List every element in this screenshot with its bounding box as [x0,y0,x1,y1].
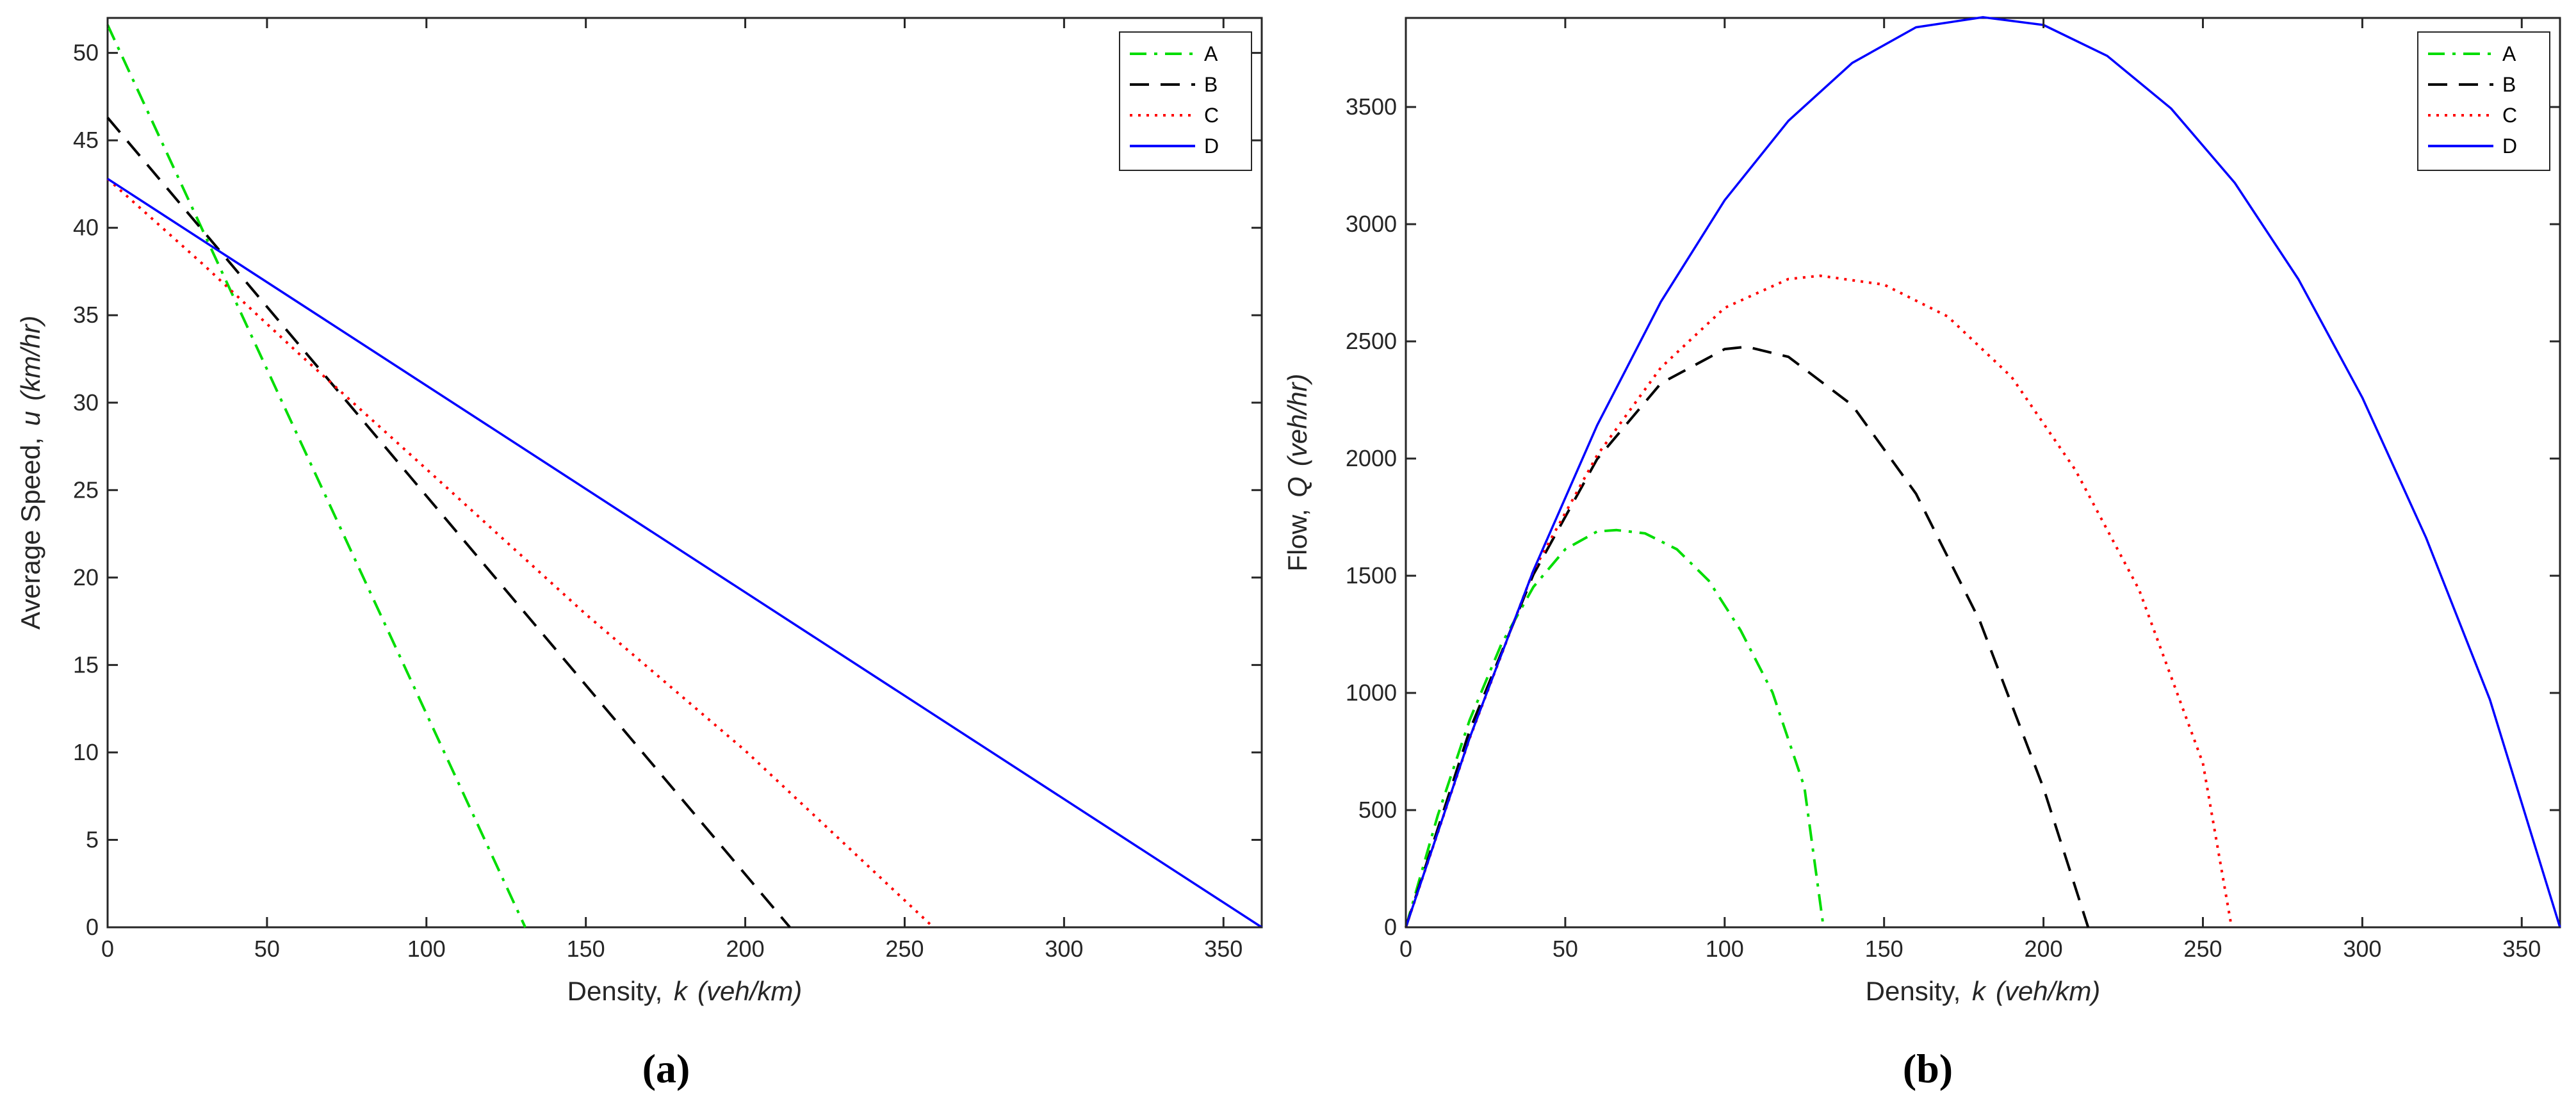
x-tick-label: 50 [1553,936,1578,962]
series-line-D [1405,16,2561,928]
x-tick-label: 200 [726,936,765,962]
x-tick-label: 300 [1045,936,1083,962]
series-line-C [1405,274,2233,928]
legend-label-B: B [2502,73,2516,96]
x-tick-label: 350 [2502,936,2541,962]
y-tick-label: 10 [73,739,99,765]
x-tick-label: 250 [885,936,924,962]
legend-label-B: B [1204,73,1218,96]
legend-label-D: D [2502,134,2517,158]
y-tick-label: 25 [73,476,99,503]
y-tick-label: 3000 [1346,211,1397,237]
series-line-B [106,117,791,929]
y-tick-label: 50 [73,40,99,66]
series-layer [106,24,1262,929]
series-line-D [107,177,1262,929]
ticks-layer: 0 50 100 150 200 250 300 3500500100015002000250… [1346,18,2560,962]
legend-label-A: A [2502,42,2516,65]
series-layer [1405,16,2561,928]
x-tick-label: 0 [1399,936,1412,962]
series-line-A [1405,528,1825,928]
y-tick-label: 15 [73,651,99,678]
x-tick-label: 100 [1706,936,1744,962]
series-line-B [1405,345,2090,928]
y-tick-label: 1500 [1346,562,1397,589]
y-tick-label: 40 [73,215,99,241]
panel-label: (b) [1903,1046,1953,1091]
y-tick-label: 0 [1384,914,1397,940]
y-tick-label: 20 [73,564,99,590]
panel-b: 0 50 100 150 200 250 300 3500500100015002000250… [1282,16,2561,1091]
x-tick-label: 50 [254,936,280,962]
panel-label: (a) [642,1046,690,1091]
y-tick-label: 2500 [1346,328,1397,354]
y-tick-label: 3500 [1346,93,1397,120]
x-tick-label: 300 [2343,936,2381,962]
x-tick-label: 100 [407,936,446,962]
y-tick-label: 0 [86,914,99,940]
x-tick-label: 200 [2025,936,2063,962]
y-tick-label: 5 [86,826,99,852]
plot-area-frame [1405,17,2561,929]
y-tick-label: 45 [73,127,99,153]
y-axis-title: Average Speed, u(km/hr) [15,316,45,630]
y-tick-label: 2000 [1346,445,1397,471]
ticks-layer: 0 50 100 150 200 250 300 350 0 5 10 15 20 25 30 35 40 45 5… [73,18,1262,962]
legend-label-C: C [1204,104,1219,127]
x-axis-title: Density, k (veh/km) [567,976,803,1006]
x-tick-label: 0 [101,936,114,962]
x-tick-label: 150 [1865,936,1903,962]
legend-label-A: A [1204,42,1218,65]
plot-area-frame [106,17,1263,929]
y-tick-label: 35 [73,302,99,328]
y-tick-label: 500 [1358,797,1397,823]
x-tick-label: 250 [2183,936,2222,962]
panel-a: 0 50 100 150 200 250 300 350 0 5 10 15 20 25 30 35 40 45 5… [15,17,1263,1091]
y-axis-title: Flow, Q(veh/hr) [1282,373,1312,571]
x-tick-label: 350 [1204,936,1243,962]
x-tick-label: 150 [567,936,605,962]
series-line-A [106,24,526,928]
x-axis-title: Density, k (veh/km) [1866,976,2101,1006]
y-tick-label: 1000 [1346,679,1397,706]
legend-label-D: D [1204,134,1219,158]
y-tick-label: 30 [73,389,99,416]
legend-label-C: C [2502,104,2517,127]
